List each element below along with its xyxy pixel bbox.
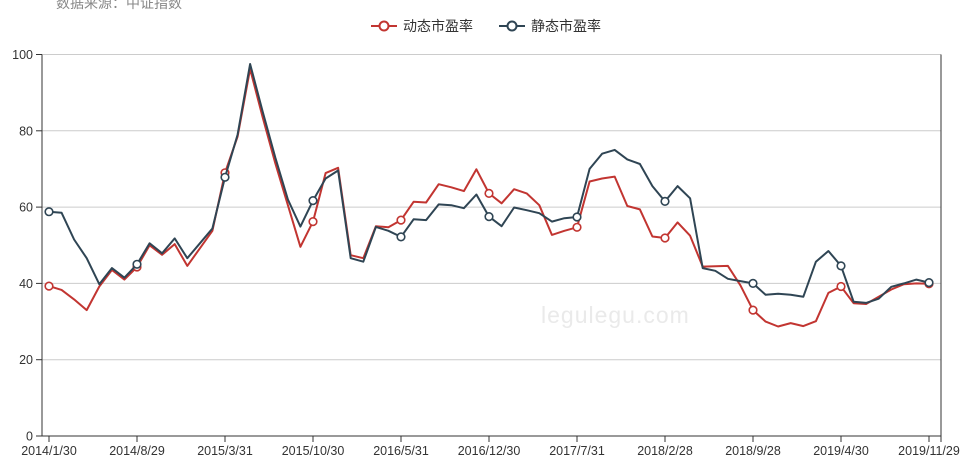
data-point-marker — [44, 207, 54, 217]
x-axis-label: 2018/9/28 — [725, 444, 781, 458]
data-point-marker — [132, 259, 142, 269]
data-point-marker — [572, 222, 582, 232]
legend-line-circle-icon — [499, 20, 525, 32]
gridlines — [42, 54, 941, 361]
legend-label-static-pe: 静态市盈率 — [531, 18, 601, 34]
legend-line-circle-icon — [371, 20, 397, 32]
data-point-marker — [44, 281, 54, 291]
data-point-marker — [836, 281, 846, 292]
y-axis-label: 40 — [19, 277, 33, 291]
x-axis-label: 2016/12/30 — [458, 444, 521, 458]
axes: 0 20 40 60 80 100 2014/1/30 2014/8/29 2015/3/31 2… — [12, 48, 960, 458]
x-axis-label: 2017/7/31 — [549, 444, 605, 458]
data-point-marker — [220, 172, 230, 182]
y-axis-label: 20 — [19, 353, 33, 367]
y-axis-label: 80 — [19, 124, 33, 138]
data-point-marker — [308, 217, 318, 227]
x-axis-label: 2016/5/31 — [373, 444, 429, 458]
legend-item-dynamic-pe[interactable]: 动态市盈率 — [371, 16, 473, 36]
data-point-marker — [660, 233, 670, 243]
y-axis-label: 0 — [26, 430, 33, 444]
series-dynamic-pe — [44, 68, 934, 328]
data-source-label: 数据来源：中证指数 — [56, 0, 182, 11]
data-point-marker — [308, 196, 318, 206]
data-point-marker — [396, 232, 406, 242]
data-point-marker — [748, 278, 758, 289]
data-point-marker — [484, 188, 494, 198]
data-point-marker — [572, 212, 582, 222]
x-axis-label: 2015/3/31 — [197, 444, 253, 458]
series-static-pe — [44, 63, 934, 304]
chart-legend: 动态市盈率 静态市盈率 — [0, 16, 972, 36]
x-axis-label: 2019/4/30 — [813, 444, 869, 458]
x-axis-label: 2019/11/29 — [898, 444, 960, 458]
data-point-marker — [660, 196, 670, 206]
y-axis-label: 100 — [12, 48, 33, 62]
data-point-marker — [484, 212, 494, 222]
y-axis-label: 60 — [19, 201, 33, 215]
x-axis-label: 2018/2/28 — [637, 444, 693, 458]
watermark-text: legulegu.com — [541, 302, 690, 328]
legend-label-dynamic-pe: 动态市盈率 — [403, 18, 473, 34]
data-point-marker — [396, 215, 406, 225]
x-axis-label: 2014/1/30 — [21, 444, 77, 458]
legend-item-static-pe[interactable]: 静态市盈率 — [499, 16, 601, 36]
data-point-marker — [836, 261, 846, 271]
data-point-marker — [924, 278, 934, 288]
x-axis-label: 2014/8/29 — [109, 444, 165, 458]
x-axis-label: 2015/10/30 — [282, 444, 345, 458]
data-point-marker — [748, 305, 758, 315]
